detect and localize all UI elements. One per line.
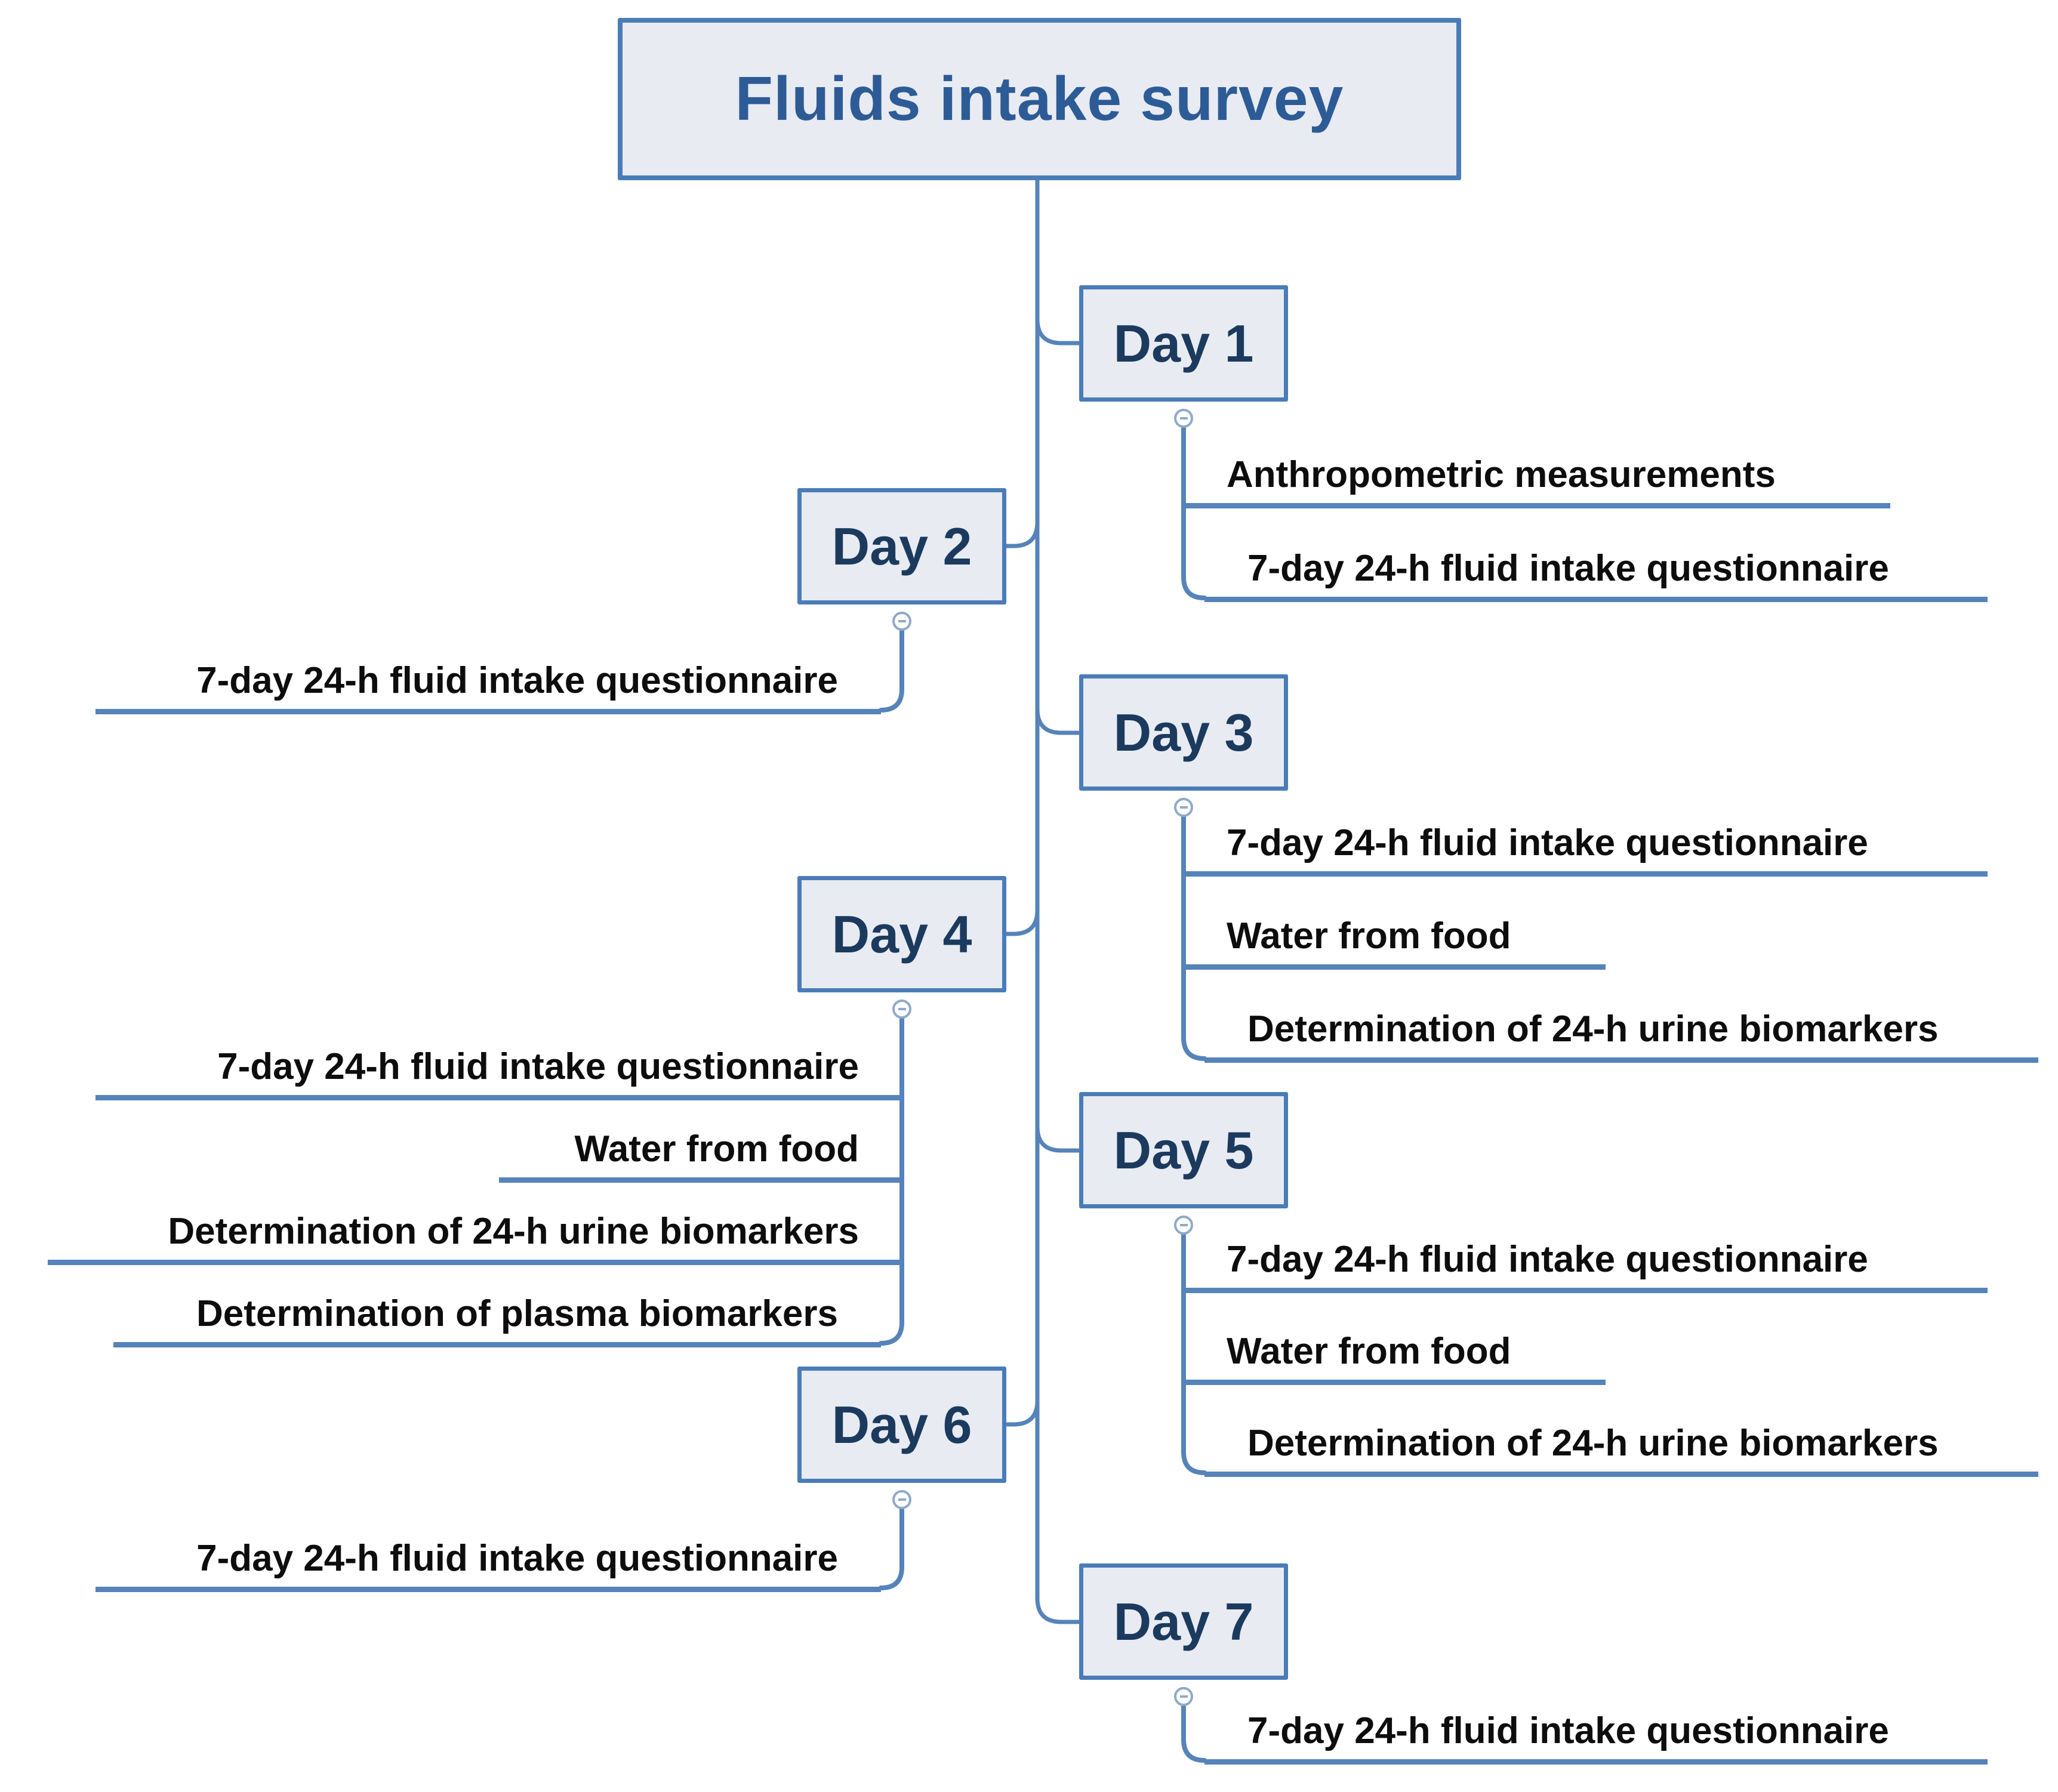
leaf-label: Determination of 24-h urine biomarkers xyxy=(1247,1423,1939,1464)
node-day-1[interactable]: Day 1 xyxy=(1079,285,1288,402)
minus-icon xyxy=(1179,1224,1188,1226)
leaf-label: Anthropometric measurements xyxy=(1227,454,1776,495)
leaf-day4-water-from-food[interactable]: Water from food xyxy=(499,1116,902,1183)
node-day-7-label: Day 7 xyxy=(1113,1591,1254,1651)
node-day-3[interactable]: Day 3 xyxy=(1079,674,1288,791)
root-node-fluids-intake-survey[interactable]: Fluids intake survey xyxy=(618,18,1461,180)
leaf-day3-water-from-food[interactable]: Water from food xyxy=(1184,903,1606,970)
node-day-6-label: Day 6 xyxy=(831,1395,972,1454)
minus-icon xyxy=(898,620,906,622)
node-day-2[interactable]: Day 2 xyxy=(797,488,1006,604)
leaf-day1-anthropometric-measurements[interactable]: Anthropometric measurements xyxy=(1184,442,1890,508)
day-4-elbow-connector xyxy=(1004,908,1040,936)
leaf-label: 7-day 24-h fluid intake questionnaire xyxy=(196,660,838,701)
node-day-4-label: Day 4 xyxy=(831,904,972,964)
day-3-collapse-toggle-icon[interactable] xyxy=(1174,798,1193,817)
day-6-collapse-toggle-icon[interactable] xyxy=(892,1490,911,1509)
leaf-label: Water from food xyxy=(574,1128,859,1170)
leaf-day5-water-from-food[interactable]: Water from food xyxy=(1184,1318,1606,1385)
leaf-day6-fluid-intake-questionnaire[interactable]: 7-day 24-h fluid intake questionnaire xyxy=(95,1525,881,1592)
day-6-elbow-connector xyxy=(1004,1398,1040,1427)
leaf-day4-urine-biomarkers[interactable]: Determination of 24-h urine biomarkers xyxy=(48,1198,902,1265)
minus-icon xyxy=(1179,417,1188,420)
day-4-collapse-toggle-icon[interactable] xyxy=(892,1000,911,1019)
leaf-label: Determination of 24-h urine biomarkers xyxy=(168,1211,859,1252)
leaf-label: 7-day 24-h fluid intake questionnaire xyxy=(1227,822,1868,863)
day-7-branch-line xyxy=(1181,1704,1207,1763)
node-day-7[interactable]: Day 7 xyxy=(1079,1563,1288,1680)
leaf-day7-fluid-intake-questionnaire[interactable]: 7-day 24-h fluid intake questionnaire xyxy=(1204,1698,1988,1765)
day-7-collapse-toggle-icon[interactable] xyxy=(1174,1687,1193,1706)
node-day-1-label: Day 1 xyxy=(1113,313,1254,373)
day-3-elbow-connector xyxy=(1035,707,1082,735)
leaf-day3-fluid-intake-questionnaire[interactable]: 7-day 24-h fluid intake questionnaire xyxy=(1184,810,1988,877)
day-1-branch-line xyxy=(1181,425,1207,600)
node-day-6[interactable]: Day 6 xyxy=(797,1367,1006,1483)
node-day-5[interactable]: Day 5 xyxy=(1079,1092,1288,1208)
day-2-elbow-connector xyxy=(1004,520,1040,548)
leaf-label: 7-day 24-h fluid intake questionnaire xyxy=(1247,548,1889,589)
root-node-label: Fluids intake survey xyxy=(735,64,1344,134)
node-day-4[interactable]: Day 4 xyxy=(797,876,1006,992)
leaf-day4-fluid-intake-questionnaire[interactable]: 7-day 24-h fluid intake questionnaire xyxy=(95,1034,902,1100)
day-4-branch-line xyxy=(879,1016,904,1346)
leaf-label: Water from food xyxy=(1227,915,1511,957)
leaf-label: Water from food xyxy=(1227,1331,1511,1372)
leaf-day5-fluid-intake-questionnaire[interactable]: 7-day 24-h fluid intake questionnaire xyxy=(1184,1226,1988,1293)
day-3-branch-line xyxy=(1181,815,1207,1061)
day-5-elbow-connector xyxy=(1035,1124,1082,1153)
leaf-label: Determination of plasma biomarkers xyxy=(196,1293,838,1334)
day-6-branch-line xyxy=(879,1507,904,1590)
leaf-label: 7-day 24-h fluid intake questionnaire xyxy=(1227,1239,1868,1280)
leaf-day2-fluid-intake-questionnaire[interactable]: 7-day 24-h fluid intake questionnaire xyxy=(95,647,881,714)
leaf-label: Determination of 24-h urine biomarkers xyxy=(1247,1008,1939,1050)
minus-icon xyxy=(898,1498,906,1501)
day-5-branch-line xyxy=(1181,1232,1207,1475)
minus-icon xyxy=(898,1008,906,1010)
node-day-2-label: Day 2 xyxy=(831,516,972,576)
leaf-day4-plasma-biomarkers[interactable]: Determination of plasma biomarkers xyxy=(113,1281,881,1347)
leaf-day3-urine-biomarkers[interactable]: Determination of 24-h urine biomarkers xyxy=(1204,996,2038,1063)
leaf-label: 7-day 24-h fluid intake questionnaire xyxy=(217,1046,859,1087)
day-2-branch-line xyxy=(879,628,904,713)
leaf-label: 7-day 24-h fluid intake questionnaire xyxy=(196,1538,838,1579)
node-day-5-label: Day 5 xyxy=(1113,1120,1254,1180)
spine-connector xyxy=(1035,178,1082,1624)
day-2-collapse-toggle-icon[interactable] xyxy=(892,612,911,631)
day-5-collapse-toggle-icon[interactable] xyxy=(1174,1216,1193,1235)
leaf-day5-urine-biomarkers[interactable]: Determination of 24-h urine biomarkers xyxy=(1204,1410,2038,1477)
leaf-label: 7-day 24-h fluid intake questionnaire xyxy=(1247,1710,1889,1751)
node-day-3-label: Day 3 xyxy=(1113,702,1254,762)
day-1-elbow-connector xyxy=(1035,317,1082,346)
minus-icon xyxy=(1179,1695,1188,1698)
minus-icon xyxy=(1179,806,1188,809)
day-1-collapse-toggle-icon[interactable] xyxy=(1174,409,1193,428)
leaf-day1-fluid-intake-questionnaire[interactable]: 7-day 24-h fluid intake questionnaire xyxy=(1204,535,1988,602)
